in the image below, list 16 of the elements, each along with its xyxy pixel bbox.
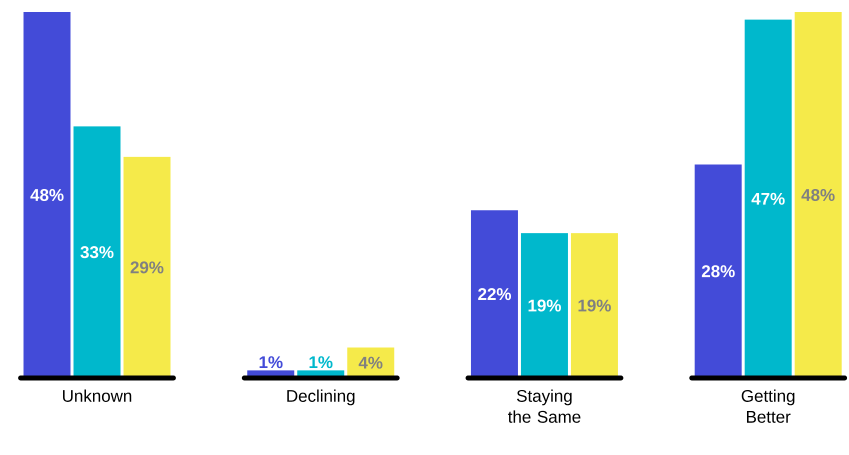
data-label: 1% [310,356,333,368]
x-tick-label: Getting Better [742,390,794,423]
data-label: 47% [751,192,785,205]
data-label: 22% [478,288,512,300]
data-label: 19% [528,300,561,312]
data-label: 48% [801,188,835,201]
x-tick-label: Unknown [63,390,132,402]
data-label: 19% [578,300,611,312]
data-label: 28% [702,265,735,278]
data-label: 4% [358,356,382,369]
data-label: 33% [80,246,114,258]
data-label: 48% [30,188,64,201]
x-tick-label: Staying the Same [508,390,580,423]
data-label: 29% [130,261,164,274]
x-tick-label: Declining [287,390,354,406]
data-label: 1% [260,356,283,368]
